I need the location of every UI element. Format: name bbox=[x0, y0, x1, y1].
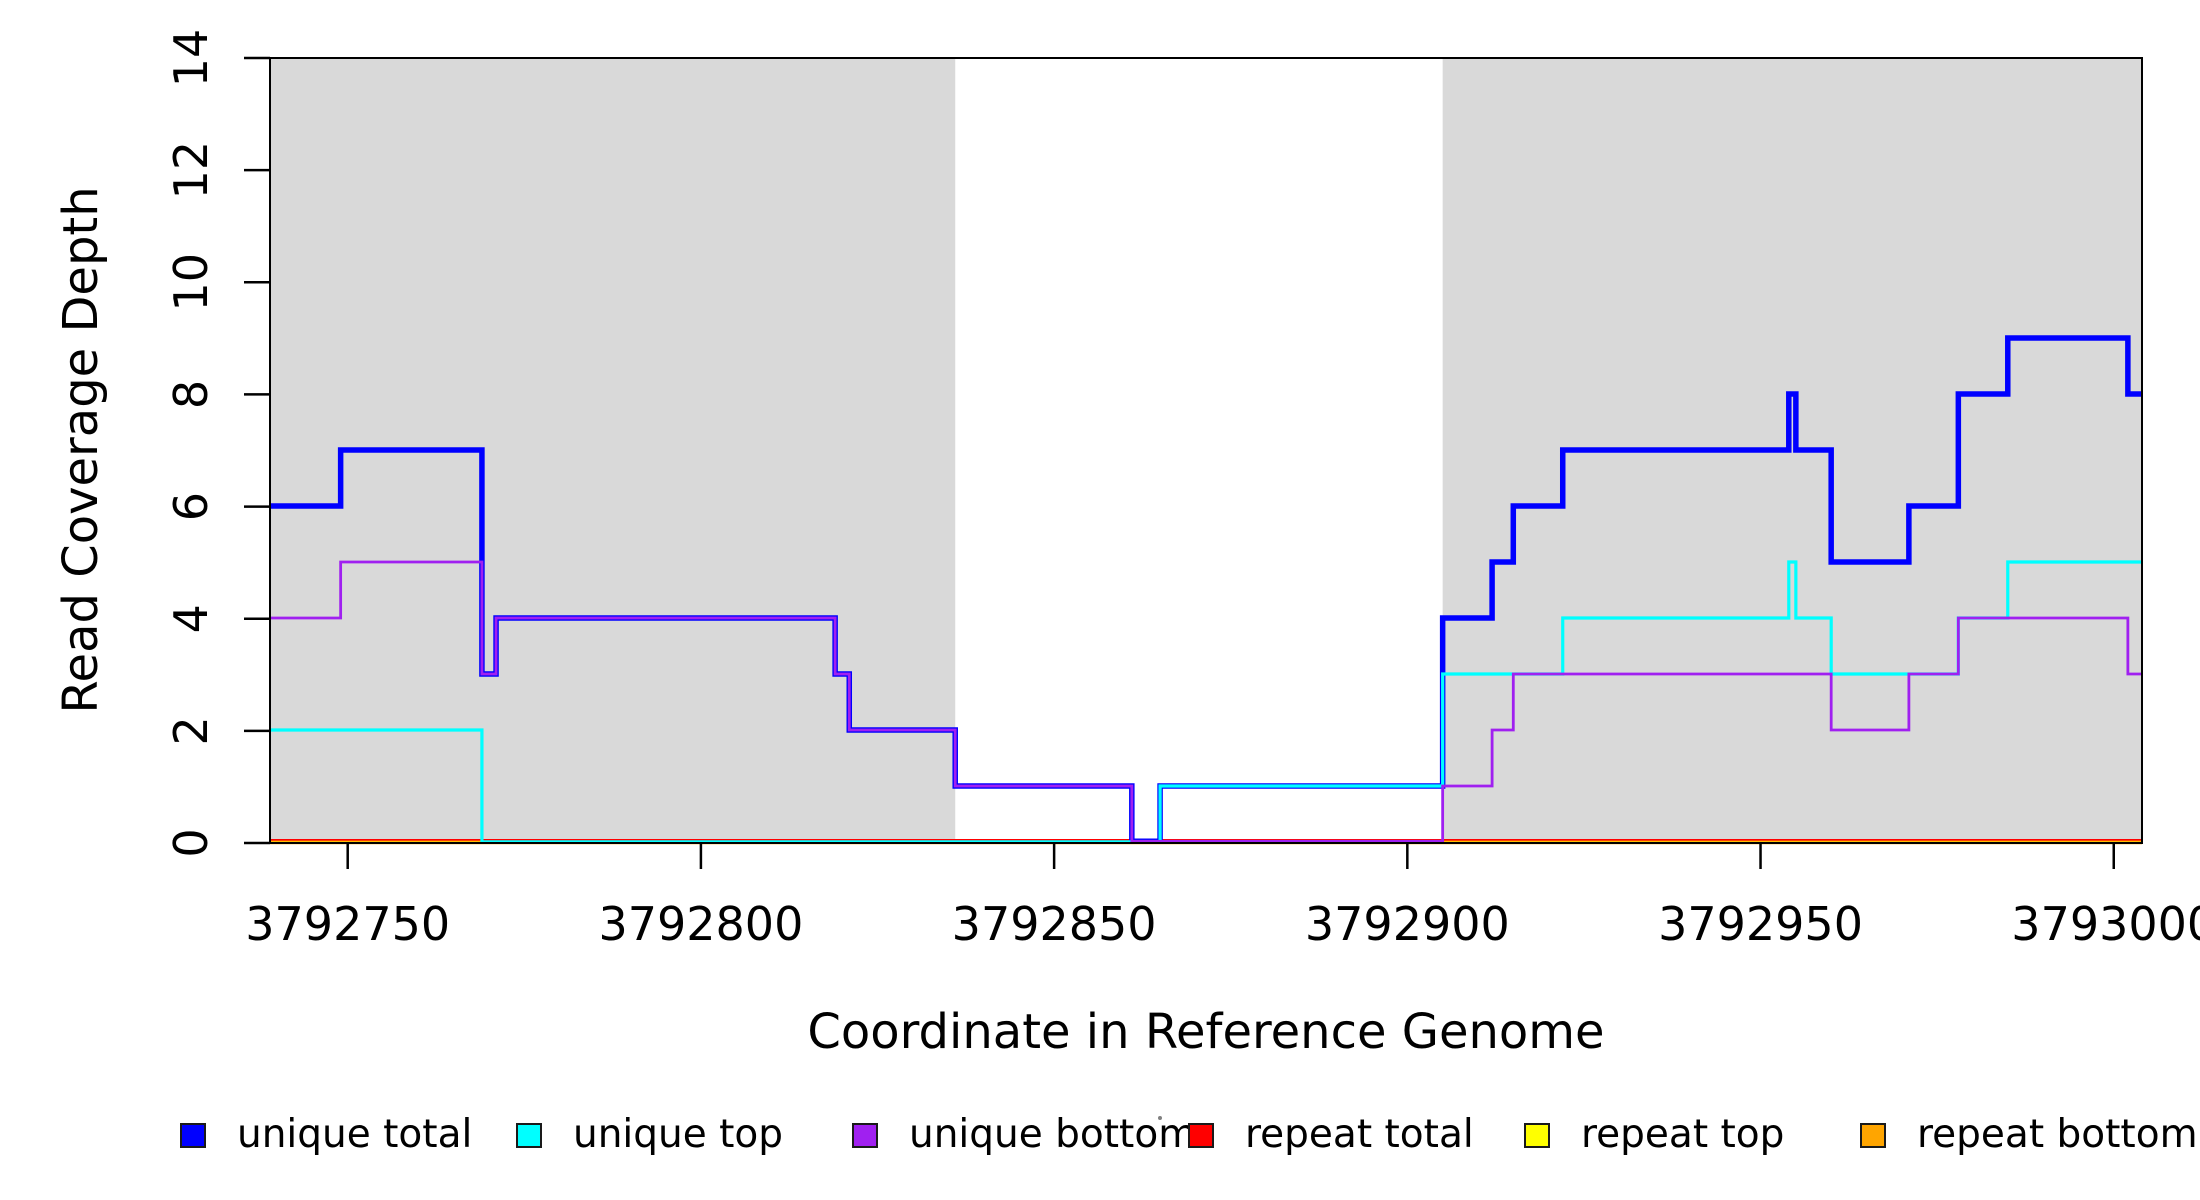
legend-label-repeat-top: repeat top bbox=[1581, 1112, 1784, 1157]
legend-label-unique-top: unique top bbox=[573, 1112, 783, 1157]
y-tick-label: 10 bbox=[164, 253, 218, 312]
x-axis-title: Coordinate in Reference Genome bbox=[807, 1004, 1604, 1060]
plot-border bbox=[269, 57, 2143, 844]
shaded-region-2 bbox=[1442, 59, 2142, 842]
legend-label-repeat-total: repeat total bbox=[1245, 1112, 1474, 1157]
x-tick-label: 3792800 bbox=[598, 897, 803, 951]
legend-label-unique-total: unique total bbox=[237, 1112, 472, 1157]
y-axis-title: Read Coverage Depth bbox=[53, 186, 109, 713]
y-tick-label: 4 bbox=[164, 604, 218, 633]
legend-swatch-unique-top bbox=[516, 1123, 542, 1148]
y-tick-label: 8 bbox=[164, 380, 218, 409]
x-tick-label: 3792900 bbox=[1305, 897, 1510, 951]
x-ticks: 3792750 3792800 3792850 3792900 3792950 37930… bbox=[245, 843, 2200, 951]
legend-swatch-repeat-total bbox=[1188, 1123, 1214, 1148]
series-line-unique-bottom bbox=[270, 560, 2142, 843]
y-tick-label: 12 bbox=[164, 141, 218, 200]
x-tick-label: 3792950 bbox=[1658, 897, 1863, 951]
x-tick-label: 3793000 bbox=[2011, 897, 2200, 951]
legend-label-unique-bottom: unique bottom bbox=[909, 1112, 1196, 1157]
shaded-regions bbox=[270, 59, 2142, 842]
y-tick-label: 14 bbox=[164, 29, 218, 88]
legend-swatch-unique-bottom bbox=[852, 1123, 878, 1148]
legend: unique total unique top unique bottom repea… bbox=[180, 1112, 2198, 1157]
stray-mark-dot bbox=[1158, 1116, 1162, 1120]
legend-label-repeat-bottom: repeat bottom bbox=[1917, 1112, 2198, 1157]
y-ticks: 0 2 4 6 8 10 12 14 bbox=[164, 29, 270, 858]
x-axis: 3792750 3792800 3792850 3792900 3792950 37930… bbox=[245, 843, 2200, 1060]
y-tick-label: 2 bbox=[164, 716, 218, 745]
legend-swatch-repeat-bottom bbox=[1860, 1123, 1886, 1148]
y-tick-label: 6 bbox=[164, 492, 218, 521]
y-axis: 0 2 4 6 8 10 12 14 Read Coverage Depth bbox=[53, 29, 270, 858]
legend-swatch-unique-total bbox=[180, 1123, 206, 1148]
legend-swatch-repeat-top bbox=[1524, 1123, 1550, 1148]
x-tick-label: 3792750 bbox=[245, 897, 450, 951]
x-tick-label: 3792850 bbox=[952, 897, 1157, 951]
y-tick-label: 0 bbox=[164, 828, 218, 857]
